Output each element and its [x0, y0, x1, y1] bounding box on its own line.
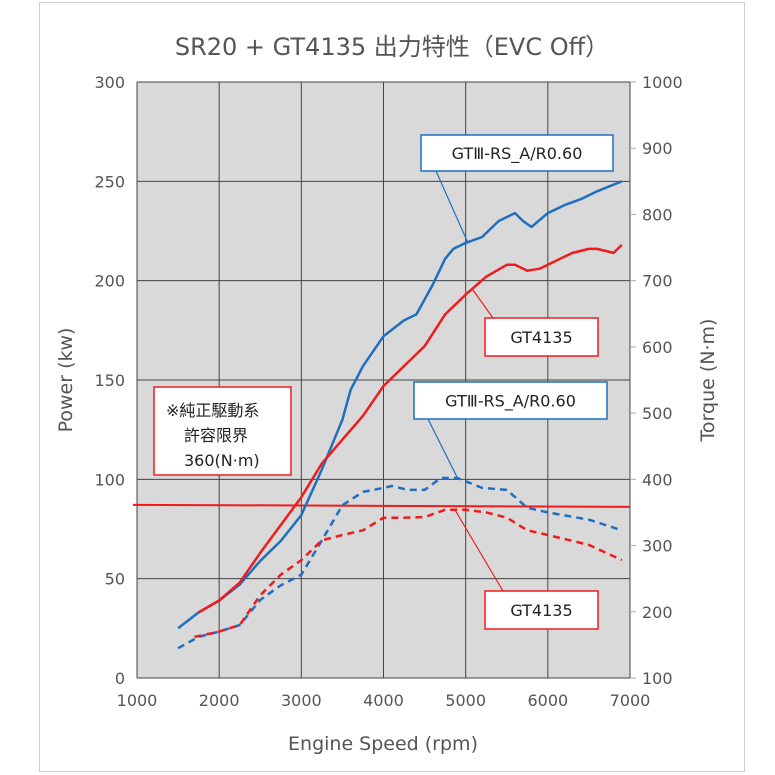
y-tick-label: 200 [94, 272, 125, 291]
y2-tick-label: 300 [642, 537, 673, 556]
x-tick-label: 5000 [445, 691, 486, 710]
y2-tick-label: 800 [642, 205, 673, 224]
y2-tick-label: 400 [642, 470, 673, 489]
x-tick-label: 7000 [610, 691, 651, 710]
gt3-rs-power-line [177, 180, 623, 630]
gt3-rs-torque-line [177, 476, 623, 650]
y2-tick-label: 700 [642, 272, 673, 291]
y2-axis-label: Torque (N·m) [697, 319, 719, 443]
torque-limit-line [132, 503, 631, 508]
gt3-torque-annotation-box [413, 381, 608, 420]
gt4135-power-line [197, 244, 623, 614]
grid [136, 81, 636, 679]
gt4135-power-annotation-leader [472, 289, 494, 319]
gt4135-power-annotation-box [484, 317, 599, 357]
gt4135-power-annotation-label: GT4135 [510, 328, 572, 347]
gt4135-torque-annotation-box [484, 590, 599, 630]
y-tick-label: 100 [94, 470, 125, 489]
x-tick-label: 4000 [363, 691, 404, 710]
x-tick-label: 6000 [527, 691, 568, 710]
gt3-power-annotation-leader [435, 170, 469, 244]
gt3-torque-annotation-leader [427, 418, 458, 478]
gt4135-torque-annotation-label: GT4135 [510, 601, 572, 620]
y-tick-label: 150 [94, 371, 125, 390]
y-tick-label: 50 [105, 570, 125, 589]
gt3-power-annotation-label: GTⅢ-RS_A/R0.60 [452, 144, 583, 164]
annotations: GTⅢ-RS_A/R0.60 GT4135 GTⅢ-RS_A/R0.60 GT4135… [153, 134, 614, 630]
gt4135-torque-line [194, 508, 623, 639]
gt3-torque-annotation-label: GTⅢ-RS_A/R0.60 [445, 392, 576, 412]
y-tick-label: 300 [94, 73, 125, 92]
y-axis-label: Power (kw) [55, 328, 77, 433]
series-lines [132, 180, 631, 650]
torque-limit-note-box [153, 386, 292, 476]
y2-tick-label: 500 [642, 404, 673, 423]
x-tick-label: 3000 [281, 691, 322, 710]
y2-tick-label: 1000 [642, 73, 683, 92]
y2-tick-label: 200 [642, 603, 673, 622]
y2-tick-label: 600 [642, 338, 673, 357]
torque-limit-note-line2: 許容限界 [184, 426, 248, 445]
chart-title: SR20 + GT4135 出力特性（EVC Off） [175, 33, 609, 61]
y-tick-label: 250 [94, 172, 125, 191]
gt3-power-annotation-box [420, 134, 614, 172]
y2-tick-label: 100 [642, 669, 673, 688]
torque-limit-note-line1: ※純正駆動系 [166, 401, 259, 420]
x-tick-label: 1000 [117, 691, 158, 710]
tick-labels: 1000 2000 3000 4000 5000 6000 7000 0 50 100 150 200… [94, 73, 682, 710]
y-tick-label: 0 [115, 669, 125, 688]
torque-limit-note-line3: 360(N·m) [184, 451, 260, 470]
y2-tick-label: 900 [642, 139, 673, 158]
chart-frame [39, 2, 745, 772]
x-tick-label: 2000 [199, 691, 240, 710]
gt4135-torque-annotation-leader [454, 509, 504, 592]
x-axis-label: Engine Speed (rpm) [288, 733, 478, 755]
